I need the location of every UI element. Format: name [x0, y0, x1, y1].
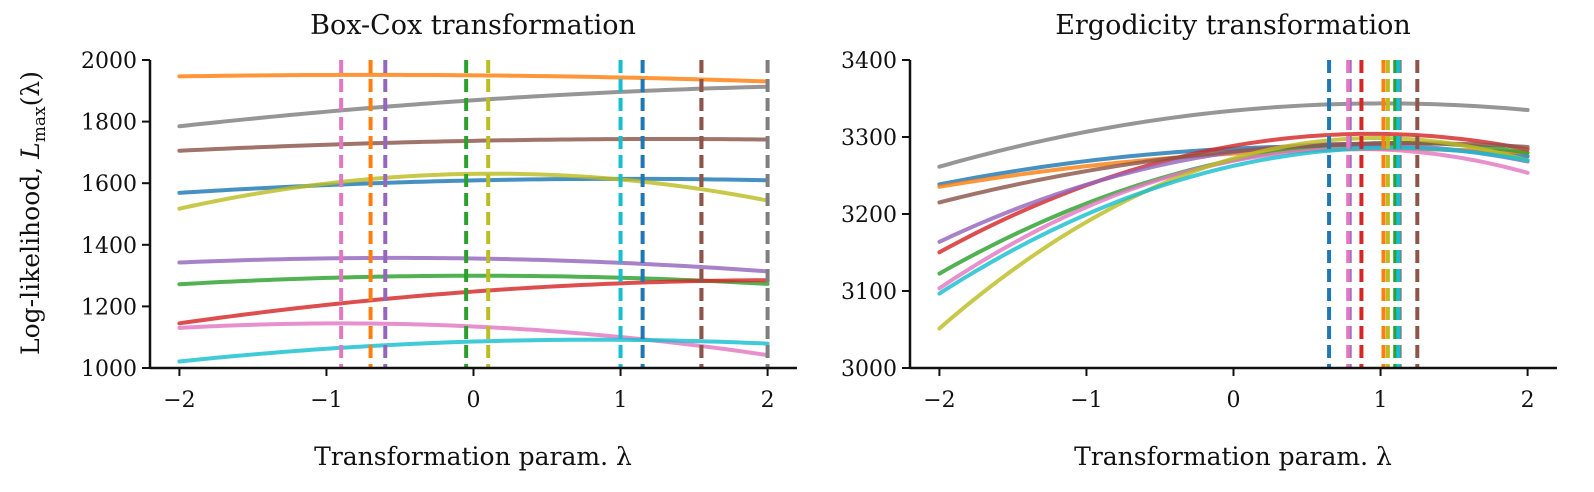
- series-line-C4: [177, 278, 770, 326]
- x-tick-label: 0: [467, 388, 481, 413]
- series-line-C10: [937, 145, 1530, 296]
- series-line-C1: [177, 176, 770, 195]
- series-line-C10: [177, 337, 770, 364]
- plot-area: −2 −1 0 1 2 3000 3100 3200 3300 3400: [841, 49, 1557, 413]
- y-tick-label: 1800: [81, 111, 137, 136]
- series-line-C6: [177, 137, 770, 153]
- series-line-C8: [177, 84, 770, 129]
- x-tick-label: −2: [163, 388, 195, 413]
- x-tick-label: −2: [923, 388, 955, 413]
- series-line-C5: [177, 255, 770, 274]
- y-tick-label: 3000: [841, 357, 897, 382]
- series-line-C9: [177, 171, 770, 211]
- y-tick-label: 2000: [81, 49, 137, 74]
- x-axis-label: Transformation param. λ: [314, 442, 632, 471]
- series-line-C7: [937, 146, 1530, 291]
- series-line-C2: [177, 72, 770, 84]
- series-line-C6: [937, 141, 1530, 205]
- chart-ergodicity: Ergodicity transformation −2 −1 0 1 2 3000 310…: [841, 10, 1557, 471]
- y-tick-label: 3100: [841, 280, 897, 305]
- series-line-C4: [937, 131, 1530, 255]
- chart-title: Box-Cox transformation: [310, 10, 636, 41]
- y-tick-label: 1000: [81, 357, 137, 382]
- y-tick-label: 3300: [841, 126, 897, 151]
- x-tick-label: −1: [310, 388, 342, 413]
- plot-area: −2 −1 0 1 2 1000 1200 1400 1600 1800 2000: [81, 49, 797, 413]
- y-tick-label: 1200: [81, 295, 137, 320]
- series-line-C3: [177, 273, 770, 287]
- chart-box-cox: Box-Cox transformation −2 −1 0 1 2 1000 1200 14…: [16, 10, 797, 471]
- y-axis-label: Log-likelihood, Lmax(λ): [16, 71, 50, 355]
- y-tick-label: 1600: [81, 172, 137, 197]
- y-tick-label: 1400: [81, 234, 137, 259]
- x-tick-label: 1: [614, 388, 628, 413]
- x-axis-label-text: Transformation param. λ: [314, 442, 632, 471]
- y-tick-label: 3400: [841, 49, 897, 74]
- x-tick-label: −1: [1070, 388, 1102, 413]
- y-tick-label: 3200: [841, 203, 897, 228]
- x-tick-label: 2: [761, 388, 775, 413]
- series-line-C9: [937, 136, 1530, 331]
- x-tick-label: 2: [1521, 388, 1535, 413]
- x-tick-label: 1: [1374, 388, 1388, 413]
- series-line-C8: [937, 101, 1530, 169]
- x-axis-label: Transformation param. λ: [1074, 442, 1392, 471]
- chart-title: Ergodicity transformation: [1055, 10, 1411, 41]
- x-tick-label: 0: [1227, 388, 1241, 413]
